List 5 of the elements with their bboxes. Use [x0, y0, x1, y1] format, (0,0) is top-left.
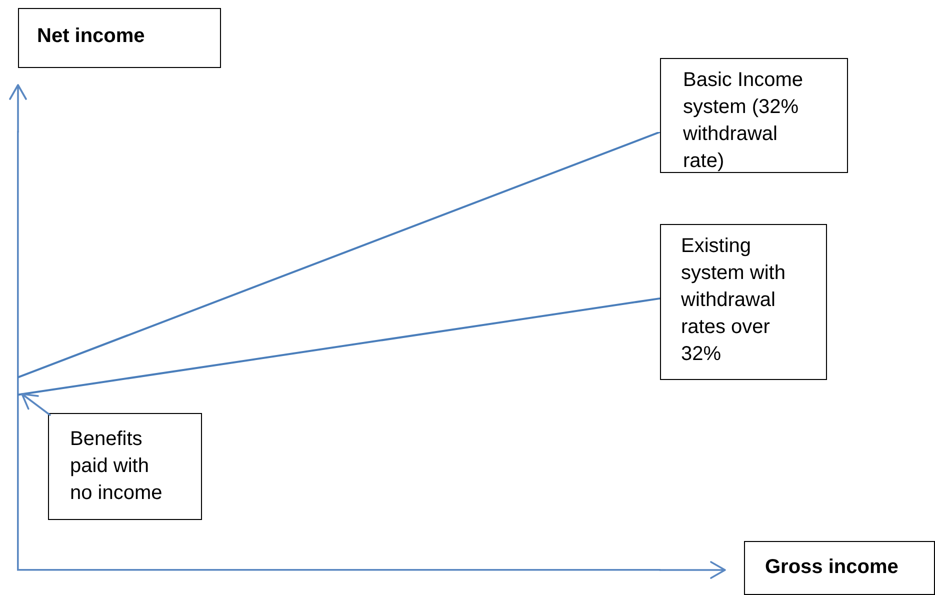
series-label: Existing system with withdrawal rates over 32% — [660, 224, 827, 380]
x-axis-title: Gross income — [744, 541, 935, 595]
series-label: Basic Income system (32% withdrawal rate) — [660, 58, 848, 173]
annotation: Benefits paid with no income — [48, 413, 202, 520]
y-axis-title: Net income — [18, 8, 221, 68]
